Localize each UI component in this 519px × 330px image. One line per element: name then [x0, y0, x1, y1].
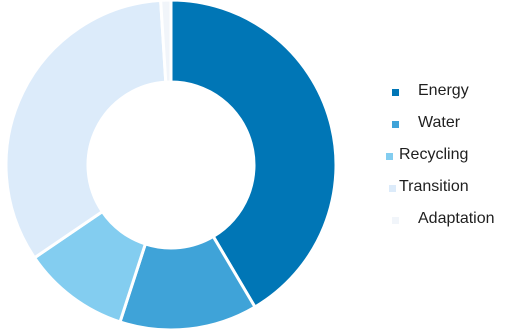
legend-label-adaptation: Adaptation	[418, 210, 495, 227]
donut-slice-adaptation	[159, 0, 173, 84]
legend-label-recycling: Recycling	[399, 146, 469, 163]
legend-swatch-energy	[392, 89, 399, 96]
legend-item-energy: Energy	[384, 80, 519, 112]
legend-label-energy: Energy	[418, 82, 469, 99]
legend-item-adaptation: Adaptation	[384, 208, 519, 240]
donut-slice-transition	[4, 0, 168, 260]
legend: Energy Water Recycling Transition Adapta…	[384, 80, 519, 240]
legend-item-water: Water	[384, 112, 519, 144]
legend-item-transition: Transition	[384, 176, 519, 208]
legend-label-water: Water	[418, 114, 461, 131]
legend-swatch-adaptation	[392, 217, 399, 224]
legend-item-recycling: Recycling	[384, 144, 519, 176]
legend-swatch-recycling	[386, 153, 393, 160]
legend-swatch-transition	[389, 185, 396, 192]
legend-swatch-water	[392, 121, 399, 128]
legend-label-transition: Transition	[399, 178, 469, 195]
donut-slice-energy	[169, 0, 338, 310]
